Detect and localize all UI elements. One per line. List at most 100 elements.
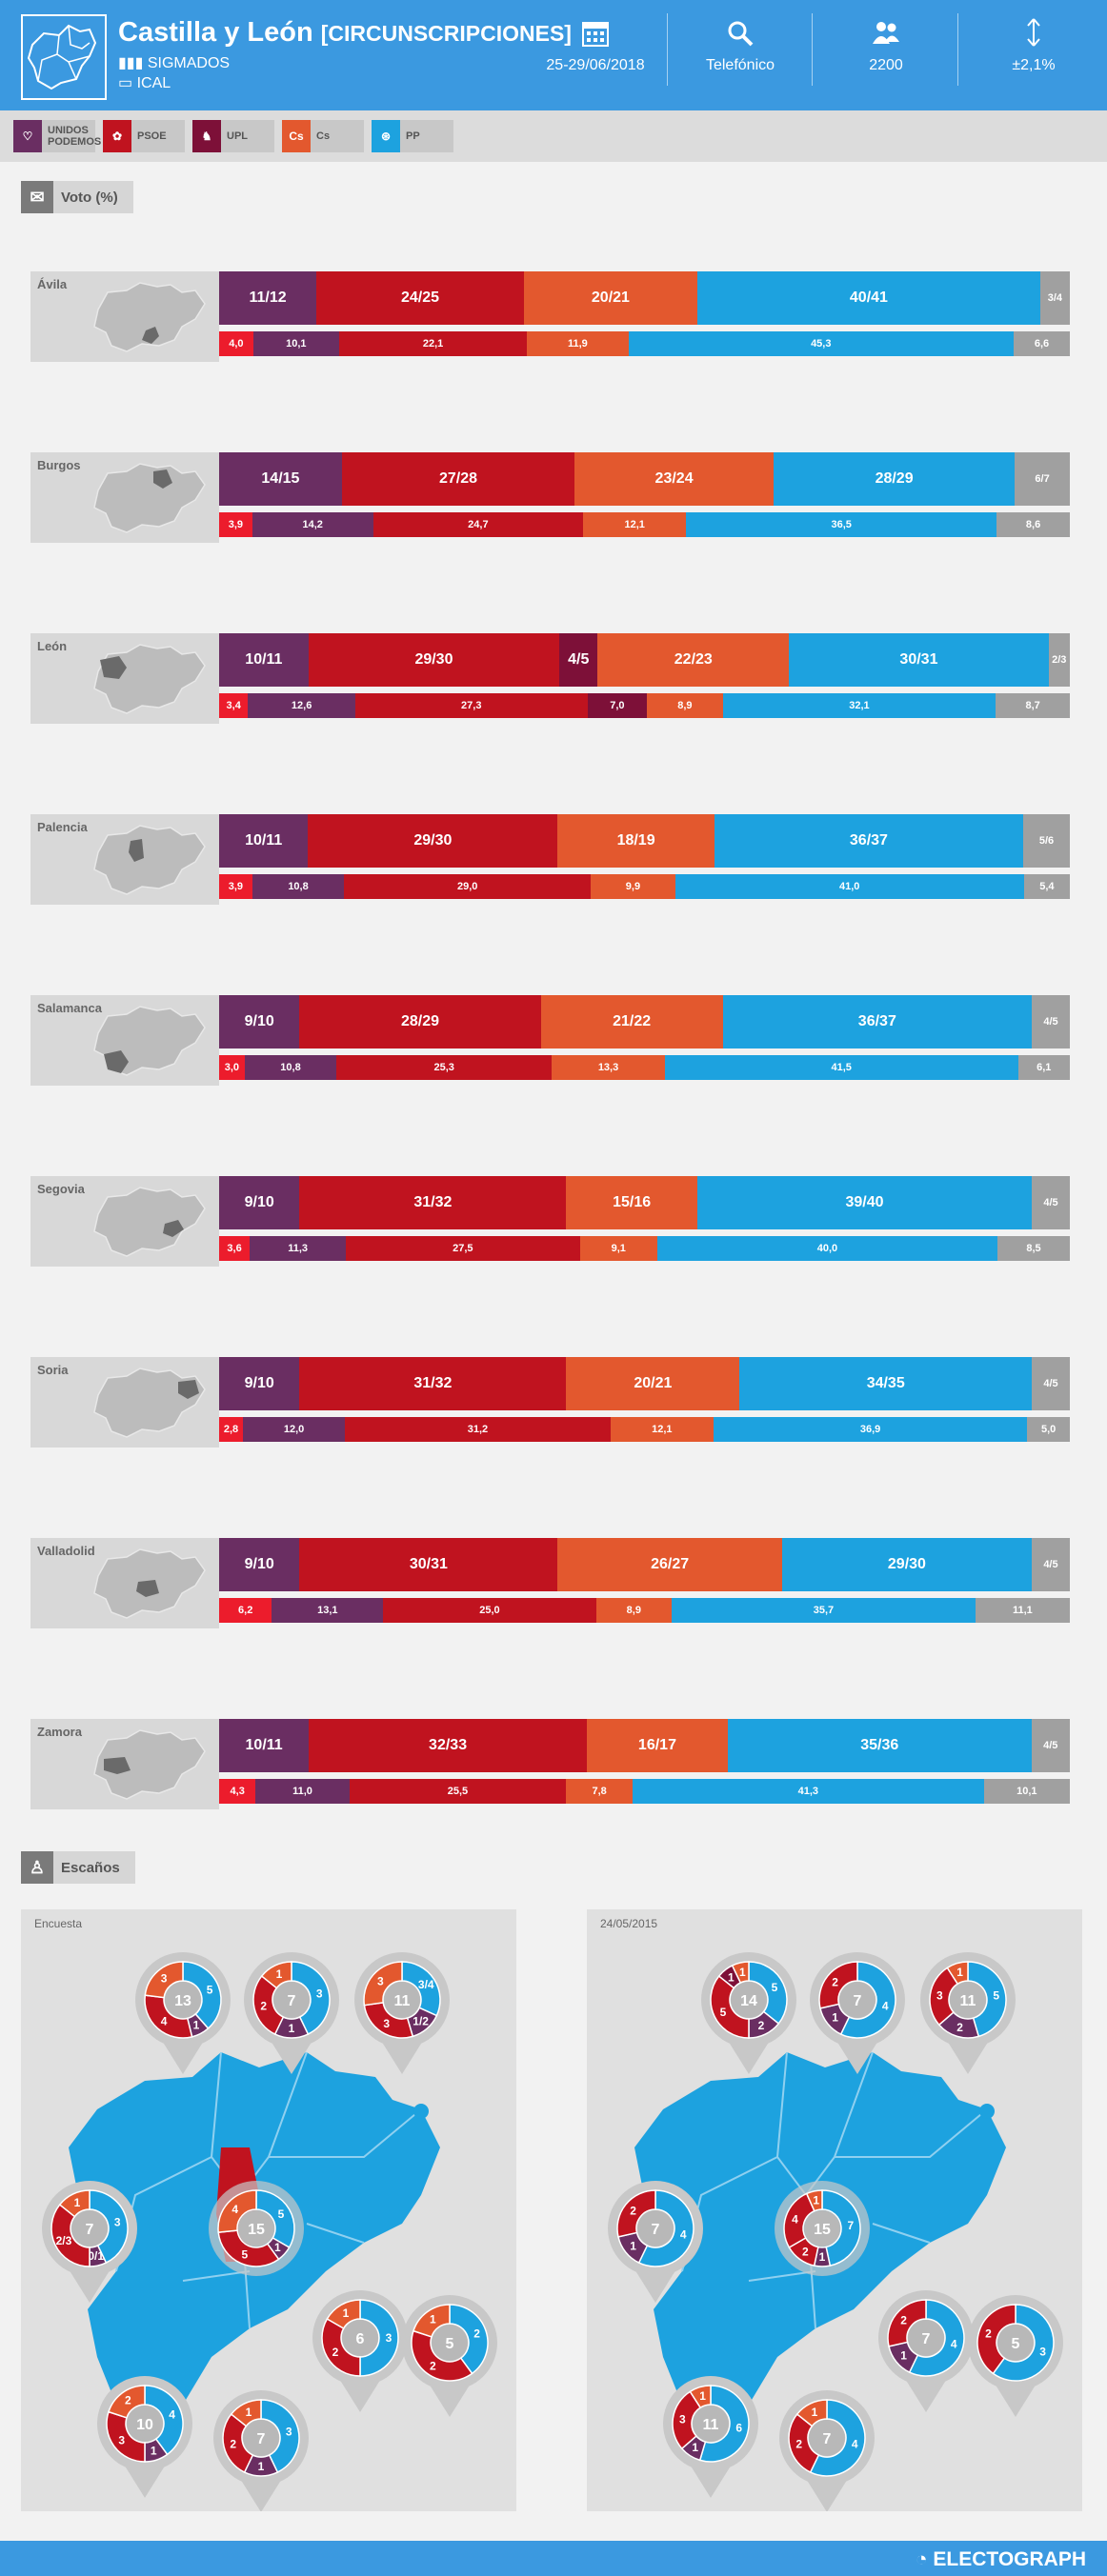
seat-segment-psoe: 30/31 bbox=[299, 1538, 558, 1591]
donut-center bbox=[637, 2210, 674, 2247]
seat-person-icon: ♙ bbox=[21, 1851, 53, 1884]
donut-slice-psoe bbox=[710, 1975, 750, 2039]
vote-segment-psoe: 25,3 bbox=[336, 1055, 553, 1080]
donut-slice-label: 4 bbox=[852, 2438, 858, 2451]
header-divider bbox=[812, 13, 813, 86]
seat-donut: 2 2 15 bbox=[402, 2295, 497, 2417]
title-subtitle: [CIRCUNSCRIPCIONES] bbox=[320, 21, 572, 46]
donut-slice-label: 5 bbox=[241, 2247, 248, 2261]
seat-segment-cs: 21/22 bbox=[540, 995, 723, 1048]
votes-bar: 3,4 12,6 27,3 7,0 8,9 32,1 8,7 bbox=[219, 693, 1070, 718]
donut-total: 7 bbox=[652, 2222, 660, 2238]
province-map-7: Soria bbox=[30, 1357, 219, 1448]
province-name: Zamora bbox=[37, 1725, 82, 1739]
donut-slice-cs bbox=[58, 2189, 91, 2218]
donut-center bbox=[384, 1982, 420, 2018]
donut-total: 15 bbox=[248, 2222, 265, 2238]
seat-segment-up: 9/10 bbox=[219, 1538, 300, 1591]
error-cell: ±2,1% bbox=[957, 13, 1107, 74]
province-name: Soria bbox=[37, 1363, 69, 1377]
seat-segment-pp: 29/30 bbox=[781, 1538, 1032, 1591]
province-name: Valladolid bbox=[37, 1544, 95, 1558]
seat-segment-psoe: 32/33 bbox=[309, 1719, 587, 1772]
vote-segment-pp: 41,3 bbox=[632, 1779, 984, 1804]
votes-bar: 4,0 10,1 22,1 11,9 45,3 6,6 bbox=[219, 331, 1070, 356]
seat-segment-pp: 36/37 bbox=[722, 995, 1032, 1048]
province-map-2: Burgos bbox=[30, 452, 219, 543]
vote-segment-podemos_vote: 2,8 bbox=[219, 1417, 243, 1442]
province-name: Burgos bbox=[37, 458, 81, 472]
seat-donut: 4 1 3 2 10 bbox=[97, 2376, 192, 2498]
donut-slice-label: 3 bbox=[114, 2215, 121, 2228]
donut-total: 7 bbox=[288, 1993, 296, 2009]
vote-segment-podemos_vote: 4,3 bbox=[219, 1779, 256, 1804]
vote-segment-podemos_vote: 3,6 bbox=[219, 1236, 251, 1261]
lion-icon: ♞ bbox=[192, 120, 221, 152]
seats-bar: 9/10 30/31 26/27 29/30 4/5 bbox=[219, 1538, 1070, 1591]
donut-total: 14 bbox=[740, 1993, 757, 2009]
media-name: ICAL bbox=[136, 75, 171, 91]
header-divider bbox=[667, 13, 668, 86]
seat-segment-pp: 39/40 bbox=[697, 1176, 1032, 1229]
donut-slice-pp bbox=[401, 1961, 441, 2017]
donut-slice-label: 3 bbox=[286, 2425, 292, 2438]
donut-center bbox=[342, 2320, 378, 2356]
donut-slice-label: 3 bbox=[118, 2434, 125, 2447]
donut-center bbox=[809, 2420, 845, 2456]
donut-slice-label: 2/3 bbox=[56, 2234, 72, 2247]
votes-bar: 3,6 11,3 27,5 9,1 40,0 8,5 bbox=[219, 1236, 1070, 1261]
province-locator-map bbox=[93, 282, 206, 352]
province-map-9: Zamora bbox=[30, 1719, 219, 1809]
bar-chart-icon: ▮▮▮ bbox=[118, 55, 148, 71]
donut-slice-cs bbox=[805, 2189, 823, 2212]
donut-slice-cs bbox=[108, 2385, 146, 2419]
donut-slice-cs bbox=[260, 1961, 292, 1989]
donut-slice-label: 3 bbox=[161, 1972, 168, 1986]
donut-slice-label: 0/1 bbox=[88, 2249, 104, 2263]
donut-slice-label: 3 bbox=[386, 2331, 392, 2345]
donut-slice-psoe bbox=[50, 2204, 91, 2267]
seat-donut: 3 2 5 bbox=[968, 2295, 1063, 2417]
seat-segment-up: 9/10 bbox=[219, 1357, 300, 1410]
donut-slice-label: 2 bbox=[802, 2245, 809, 2258]
panel-label: Encuesta bbox=[34, 1917, 83, 1930]
donut-total: 13 bbox=[174, 1993, 191, 2009]
margin-of-error: ±2,1% bbox=[1012, 57, 1056, 73]
seats-bar: 10/11 29/30 4/5 22/23 30/31 2/3 bbox=[219, 633, 1070, 687]
donut-slice-label: 4 bbox=[161, 2014, 168, 2027]
donut-slice-pp bbox=[748, 1961, 788, 2025]
donut-slice-pp bbox=[821, 2189, 861, 2267]
vote-segment-cs: 9,1 bbox=[579, 1236, 657, 1261]
seat-segment-up: 14/15 bbox=[219, 452, 342, 506]
vote-segment-cs: 8,9 bbox=[595, 1598, 673, 1623]
donut-center bbox=[165, 1982, 201, 2018]
donut-slice-label: 2 bbox=[230, 2438, 236, 2451]
donut-slice-label: 5 bbox=[720, 2006, 727, 2019]
vote-segment-up: 11,3 bbox=[250, 1236, 347, 1261]
donut-slice-cs bbox=[795, 2399, 828, 2427]
donut-slice-label: 1 bbox=[699, 2389, 706, 2403]
legend-label: UPL bbox=[227, 130, 248, 142]
donut-slice-cs bbox=[217, 2189, 257, 2234]
footer-bar: ◔ ELECTOGRAPH bbox=[0, 2541, 1107, 2576]
seat-segment-up: 10/11 bbox=[219, 1719, 310, 1772]
seat-segment-others: 4/5 bbox=[1031, 1719, 1070, 1772]
donut-slice-label: 1 bbox=[819, 2250, 826, 2264]
donut-slice-label: 1 bbox=[630, 2240, 636, 2253]
donut-slice-cs bbox=[144, 1961, 184, 1999]
donut-slice-label: 2 bbox=[956, 2021, 963, 2034]
donut-total: 10 bbox=[136, 2417, 153, 2433]
seat-segment-cs: 18/19 bbox=[557, 814, 715, 868]
donut-slice-pp bbox=[637, 2189, 694, 2267]
cs-logo-icon: Cs bbox=[282, 120, 311, 152]
donut-slice-label: 5 bbox=[772, 1981, 778, 1994]
donut-slice-pp bbox=[839, 1961, 896, 2039]
up-down-arrow-icon bbox=[957, 13, 1107, 57]
donut-slice-label: 1 bbox=[739, 1966, 746, 1979]
donut-slice-label: 4 bbox=[951, 2338, 957, 2351]
seat-segment-cs: 16/17 bbox=[586, 1719, 728, 1772]
seats-bar: 9/10 31/32 20/21 34/35 4/5 bbox=[219, 1357, 1070, 1410]
donut-slice-label: 1 bbox=[246, 2406, 252, 2419]
